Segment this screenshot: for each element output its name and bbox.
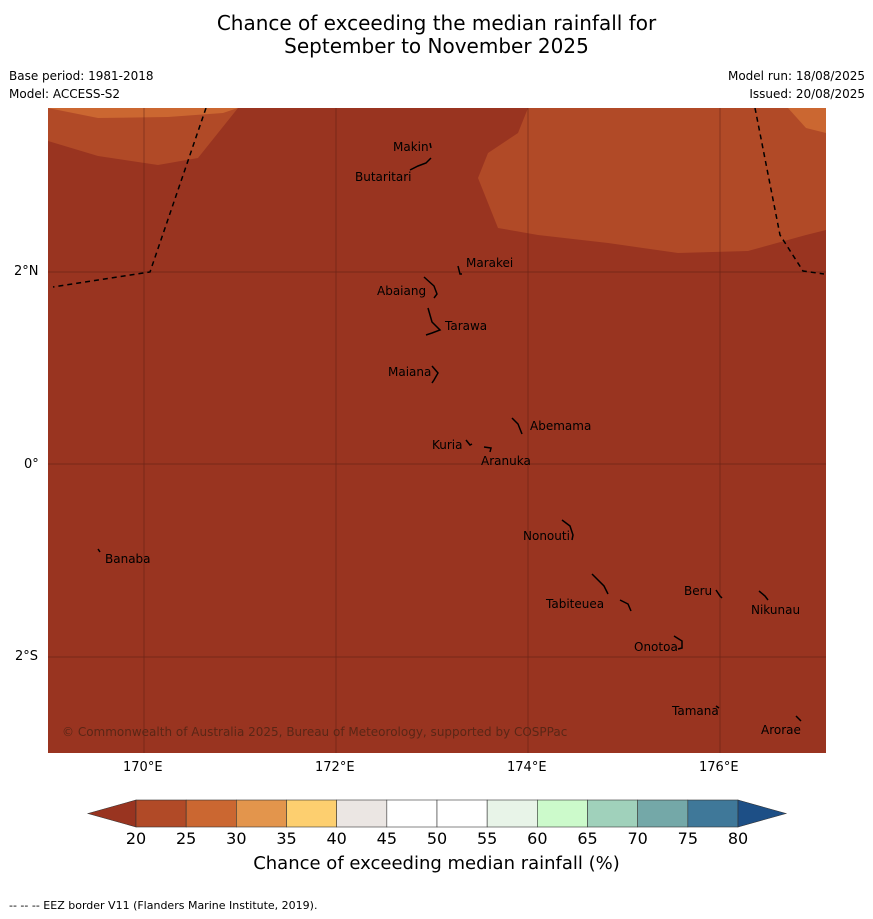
island-banaba xyxy=(97,548,101,553)
colorbar-bin xyxy=(687,799,739,828)
island-nikunau xyxy=(758,590,769,601)
colorbar-bin xyxy=(236,799,287,828)
island-abaiang xyxy=(423,276,438,299)
colorbar-tick-label: 20 xyxy=(125,829,147,848)
island-tabiteuea-south xyxy=(619,599,632,612)
meta-left: Base period: 1981-2018 Model: ACCESS-S2 xyxy=(9,67,154,103)
label-onotoa: Onotoa xyxy=(634,640,678,654)
colorbar-label: Chance of exceeding median rainfall (%) xyxy=(253,853,620,874)
colorbar-tick-label: 65 xyxy=(577,829,598,848)
colorbar-bin xyxy=(286,799,337,828)
region-25-30-west xyxy=(48,108,238,165)
island-tarawa xyxy=(425,307,442,336)
label-abemama: Abemama xyxy=(530,419,591,433)
label-nikunau: Nikunau xyxy=(751,603,800,617)
lon-label-172e: 172°E xyxy=(315,760,355,775)
region-25-30-east xyxy=(478,108,826,253)
island-butaritari xyxy=(409,157,432,171)
label-tamana: Tamana xyxy=(671,704,719,718)
label-abaiang: Abaiang xyxy=(377,284,426,298)
label-tarawa: Tarawa xyxy=(444,319,487,333)
label-butaritari: Butaritari xyxy=(355,170,412,184)
colorbar xyxy=(86,799,788,828)
lat-label-2s: 2°S xyxy=(15,649,39,664)
label-beru: Beru xyxy=(684,584,712,598)
title-line-2: September to November 2025 xyxy=(284,34,589,58)
island-outlines xyxy=(97,142,802,722)
colorbar-bin xyxy=(587,799,638,828)
colorbar-tick-label: 80 xyxy=(727,829,749,848)
label-makin: Makin xyxy=(393,140,429,154)
issued-date: Issued: 20/08/2025 xyxy=(749,87,865,101)
label-banaba: Banaba xyxy=(105,552,151,566)
island-onotoa xyxy=(673,635,683,650)
eez-footnote: -- -- -- EEZ border V11 (Flanders Marine… xyxy=(9,899,318,912)
label-nonouti: Nonouti xyxy=(523,529,570,543)
copyright-notice: © Commonwealth of Australia 2025, Bureau… xyxy=(62,725,567,739)
label-maiana: Maiana xyxy=(388,365,431,379)
colorbar-bin xyxy=(386,799,438,828)
island-kuria xyxy=(465,439,473,446)
colorbar-bin xyxy=(486,799,538,828)
colorbar-tick-label: 70 xyxy=(627,829,648,848)
lat-label-2n: 2°N xyxy=(14,264,39,279)
colorbar-bin xyxy=(637,799,689,828)
label-aranuka: Aranuka xyxy=(481,454,531,468)
graticule xyxy=(48,108,826,753)
colorbar-tick-label: 75 xyxy=(677,829,699,848)
colorbar-tick-label: 30 xyxy=(226,829,247,848)
island-nonouti xyxy=(561,519,574,541)
island-tabiteuea-north xyxy=(591,573,609,595)
model-run: Model run: 18/08/2025 xyxy=(727,69,865,83)
island-marakei xyxy=(457,265,462,275)
map-title: Chance of exceeding the median rainfall … xyxy=(0,12,873,58)
colorbar-bin xyxy=(336,799,388,828)
colorbar-under-arrow xyxy=(86,799,137,828)
island-aranuka xyxy=(483,446,492,453)
title-line-1: Chance of exceeding the median rainfall … xyxy=(216,11,657,35)
colorbar-tick-label: 35 xyxy=(276,829,297,848)
island-beru xyxy=(715,589,723,599)
label-kuria: Kuria xyxy=(432,438,463,452)
lon-label-170e: 170°E xyxy=(123,760,163,775)
model-name: Model: ACCESS-S2 xyxy=(9,87,121,101)
eez-border xyxy=(52,108,825,288)
base-period: Base period: 1981-2018 xyxy=(9,69,154,83)
colorbar-over-arrow xyxy=(737,799,788,828)
island-tamana xyxy=(715,705,720,709)
region-30-35-west xyxy=(48,108,238,118)
island-makin xyxy=(429,142,432,149)
label-arorae: Arorae xyxy=(761,723,801,737)
region-30-35-east xyxy=(788,108,826,133)
colorbar-tick-label: 60 xyxy=(527,829,548,848)
colorbar-bin xyxy=(135,799,187,828)
island-arorae xyxy=(795,715,802,722)
colorbar-tick-label: 50 xyxy=(426,829,448,848)
island-labels: Makin Butaritari Marakei Abaiang Tarawa … xyxy=(105,140,801,737)
colorbar-tick-label: 25 xyxy=(175,829,197,848)
colorbar-tick-label: 45 xyxy=(376,829,398,848)
colorbar-tick-label: 40 xyxy=(326,829,347,848)
label-marakei: Marakei xyxy=(466,256,513,270)
lon-label-176e: 176°E xyxy=(699,760,739,775)
colorbar-bin xyxy=(185,799,237,828)
colorbar-bin xyxy=(436,799,488,828)
colorbar-bin xyxy=(537,799,588,828)
island-abemama xyxy=(511,417,523,435)
lat-label-0: 0° xyxy=(24,457,39,472)
lon-label-174e: 174°E xyxy=(507,760,547,775)
rainfall-map: Makin Butaritari Marakei Abaiang Tarawa … xyxy=(48,108,826,753)
island-maiana xyxy=(431,365,439,384)
meta-right: Model run: 18/08/2025 Issued: 20/08/2025 xyxy=(728,67,865,103)
label-tabiteuea: Tabiteuea xyxy=(545,597,604,611)
colorbar-tick-label: 55 xyxy=(476,829,498,848)
